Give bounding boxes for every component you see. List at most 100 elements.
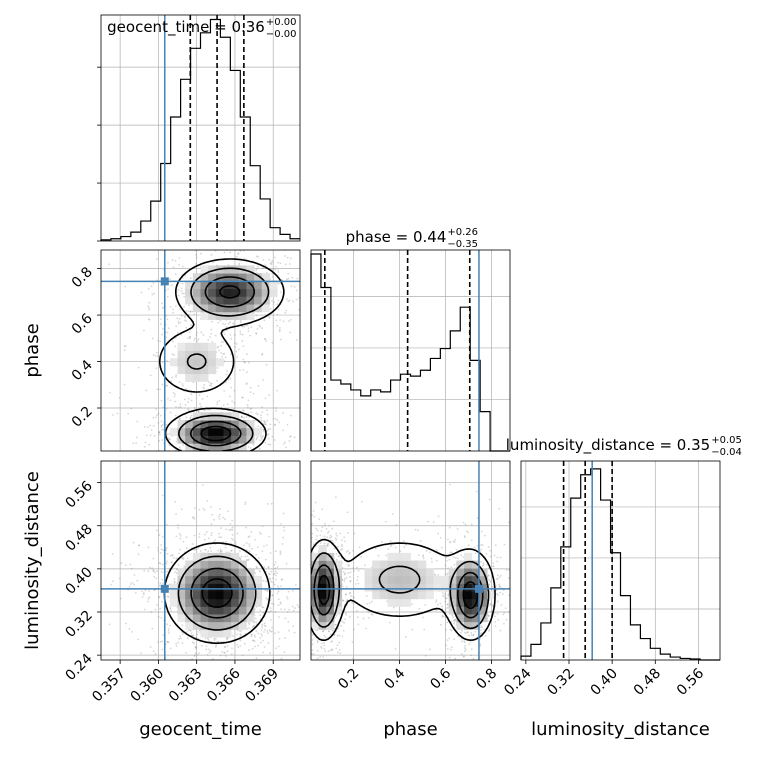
sample-point: [262, 259, 265, 261]
sample-point: [143, 425, 146, 428]
sample-point: [209, 506, 212, 508]
sample-point: [233, 453, 235, 455]
sample-point: [178, 446, 181, 449]
sample-point: [153, 571, 156, 573]
sample-point: [334, 496, 337, 499]
sample-point: [476, 517, 479, 520]
sample-point: [171, 259, 174, 261]
sample-point: [276, 572, 279, 575]
sample-point: [223, 333, 226, 336]
sample-point: [449, 540, 452, 543]
sample-point: [293, 533, 295, 535]
sample-point: [187, 337, 189, 340]
sample-point: [178, 381, 181, 384]
density-cell: [223, 560, 232, 569]
density-cell: [402, 552, 411, 561]
density-cell: [208, 304, 217, 313]
sample-point: [213, 518, 216, 521]
sample-point: [156, 603, 158, 606]
sample-point: [247, 327, 250, 330]
sample-point: [267, 443, 270, 446]
sample-point: [239, 550, 241, 552]
sample-point: [271, 626, 273, 629]
sample-point: [218, 454, 220, 456]
sample-point: [494, 620, 497, 623]
sample-point: [203, 533, 206, 536]
sample-point: [481, 544, 484, 546]
sample-point: [177, 289, 180, 291]
density-panel-content: [293, 483, 510, 660]
sample-point: [206, 637, 209, 640]
sample-point: [270, 580, 273, 583]
sample-point: [276, 566, 279, 569]
sample-point: [240, 415, 243, 418]
sample-point: [263, 319, 266, 322]
sample-point: [278, 329, 281, 331]
sample-point: [508, 611, 510, 614]
sample-point: [444, 600, 447, 603]
sample-point: [358, 546, 361, 549]
sample-point: [128, 585, 131, 588]
sample-point: [166, 331, 169, 334]
sample-point: [260, 629, 263, 632]
sample-point: [426, 520, 429, 523]
density-cell: [177, 591, 186, 600]
sample-point: [296, 596, 298, 598]
sample-point: [303, 582, 305, 584]
sample-point: [342, 599, 345, 602]
sample-point: [158, 433, 161, 436]
sample-point: [239, 319, 242, 322]
density-cell: [471, 560, 480, 569]
sample-point: [169, 647, 172, 650]
sample-point: [446, 603, 449, 606]
sample-point: [321, 630, 324, 633]
density-cell: [177, 350, 186, 359]
density-cell: [185, 296, 194, 305]
sample-point: [189, 310, 192, 313]
sample-point: [233, 456, 235, 458]
sample-point: [336, 651, 339, 654]
x-tick-label-geocent_time-0: 0.357: [89, 666, 129, 706]
sample-point: [194, 407, 196, 409]
sample-point: [250, 635, 253, 638]
sample-point: [302, 622, 304, 624]
sample-point: [433, 573, 436, 576]
sample-point: [193, 313, 195, 316]
sample-point: [183, 292, 185, 295]
sample-point: [234, 542, 237, 545]
sample-point: [166, 318, 169, 321]
sample-point: [289, 318, 292, 321]
sample-point: [275, 409, 277, 412]
sample-point: [247, 330, 250, 333]
sample-point: [305, 545, 307, 547]
sample-point: [239, 330, 242, 333]
sample-point: [267, 566, 270, 569]
density-cell: [177, 427, 186, 436]
density-cell: [200, 288, 209, 297]
sample-point: [444, 608, 447, 611]
sample-point: [284, 637, 286, 639]
sample-point: [179, 321, 182, 324]
density-cell: [246, 427, 255, 436]
sample-point: [145, 434, 148, 437]
sample-point: [206, 395, 209, 398]
density-cell: [192, 591, 201, 600]
sample-point: [161, 455, 163, 457]
sample-point: [456, 557, 459, 560]
sample-point: [202, 334, 205, 336]
sample-point: [191, 635, 194, 637]
sample-point: [198, 532, 201, 535]
density-cell: [269, 288, 278, 297]
sample-point: [155, 416, 157, 419]
density-cell: [246, 598, 255, 607]
sample-point: [253, 640, 256, 642]
sample-point: [248, 623, 251, 626]
sample-point: [209, 477, 211, 479]
x-axis-label-luminosity_distance: luminosity_distance: [531, 719, 710, 740]
sample-point: [248, 550, 251, 553]
density-cell: [192, 552, 201, 561]
sample-point: [214, 334, 217, 337]
density-cell: [192, 273, 201, 282]
sample-point: [333, 547, 336, 550]
sample-point: [274, 570, 277, 573]
